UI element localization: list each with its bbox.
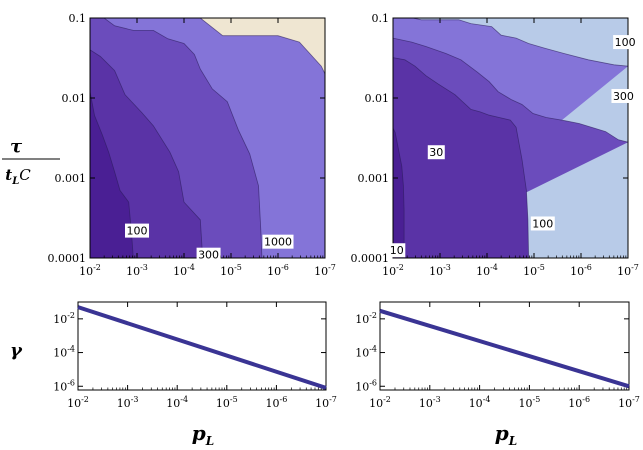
y-label-bottom: γ [10, 340, 23, 361]
x-tick-label: 10-3 [429, 263, 451, 278]
y-tick-label: 10-2 [53, 311, 75, 326]
x-tick-label: 10-6 [266, 395, 288, 410]
contour-label: 100 [127, 225, 148, 238]
gamma-panel-left: 10-2 10-4 10-6 10-2 10-3 10-4 10-5 10-6 10-7 [53, 301, 337, 410]
region-fill [393, 57, 529, 258]
contour-line [392, 57, 529, 259]
region-fill [393, 128, 405, 258]
y-tick-label: 0.0001 [351, 252, 390, 265]
y-tick-label: 0.01 [62, 92, 87, 105]
y-tick-label: 10-4 [53, 345, 75, 360]
contour-label: 1000 [264, 236, 292, 249]
contour-label: 300 [613, 90, 634, 103]
region-fill [90, 91, 134, 258]
x-tick-label: 10-4 [166, 395, 188, 410]
x-tick-label: 10-7 [617, 263, 639, 278]
y-tick-label: 10-4 [355, 345, 377, 360]
x-tick-label: 10-6 [570, 263, 592, 278]
y-tick-label: 0.001 [55, 172, 87, 185]
y-tick-label: 0.0001 [48, 252, 87, 265]
contour-line [393, 17, 629, 67]
contour-label-bg [125, 223, 149, 238]
x-tick-label: 10-5 [519, 395, 541, 410]
contour-label: 100 [532, 217, 553, 230]
x-tick-label: 10-2 [79, 263, 101, 278]
x-tick-label: 10-7 [315, 395, 337, 410]
y-tick-label: 0.1 [372, 12, 390, 25]
gamma-panel-right: 10-2 10-4 10-6 10-2 10-3 10-4 10-5 10-6 10-7 [355, 301, 640, 410]
x-tick-label: 10-3 [117, 395, 139, 410]
contour-label: 300 [198, 249, 219, 262]
y-label-top: τ [10, 136, 23, 157]
x-tick-label: 10-5 [220, 263, 242, 278]
contour-line [392, 127, 405, 258]
contour-label: 30 [429, 146, 443, 159]
y-label-denominator: tLC [5, 166, 31, 187]
contour-label: 100 [615, 36, 636, 49]
contour-label-bg [262, 234, 294, 249]
x-tick-label: 10-5 [523, 263, 545, 278]
x-label-left: pL [192, 421, 214, 448]
contour-label: 10 [390, 244, 404, 257]
contour-line [89, 91, 134, 259]
x-tick-label: 10-2 [382, 263, 404, 278]
contour-label-bg [611, 88, 636, 103]
plot-frame [392, 17, 629, 259]
x-tick-label: 10-7 [314, 263, 336, 278]
contour-line [90, 17, 326, 258]
x-tick-label: 10-4 [469, 395, 491, 410]
y-tick-label: 10-6 [355, 378, 377, 393]
x-tick-label: 10-3 [126, 263, 148, 278]
x-tick-label: 10-6 [568, 395, 590, 410]
x-tick-label: 10-4 [173, 263, 195, 278]
contour-line [90, 17, 263, 259]
y-tick-label: 0.01 [365, 92, 390, 105]
y-tick-label: 0.1 [69, 12, 87, 25]
contour-label-bg [530, 216, 555, 231]
contour-line [392, 37, 629, 143]
contour-label-bg [613, 35, 638, 50]
x-tick-label: 10-2 [369, 395, 391, 410]
contour-label-bg [427, 145, 445, 160]
contour-label-bg [196, 247, 221, 262]
x-tick-label: 10-6 [267, 263, 289, 278]
y-tick-label: 0.001 [358, 172, 390, 185]
series-line [379, 308, 630, 389]
series-line [77, 305, 327, 390]
x-tick-label: 10-7 [618, 395, 640, 410]
x-label-right: pL [495, 421, 517, 448]
x-tick-label: 10-5 [216, 395, 238, 410]
y-tick-label: 10-2 [355, 311, 377, 326]
x-tick-label: 10-2 [67, 395, 89, 410]
x-tick-label: 10-4 [476, 263, 498, 278]
x-tick-label: 10-3 [419, 395, 441, 410]
contour-label-bg [388, 243, 406, 258]
contour-line [89, 49, 204, 259]
y-tick-label: 10-6 [53, 378, 75, 393]
